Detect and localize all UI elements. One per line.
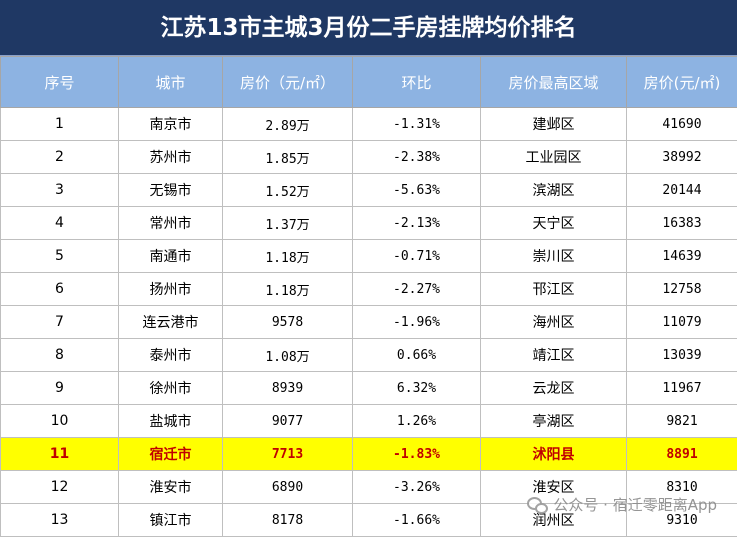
cell-top-price: 41690 xyxy=(627,108,737,141)
header-top-price: 房价(元/㎡) xyxy=(627,57,737,108)
cell-mom: 1.26% xyxy=(353,405,481,438)
cell-top-area: 滨湖区 xyxy=(481,174,627,207)
cell-mom: -5.63% xyxy=(353,174,481,207)
cell-city: 常州市 xyxy=(119,207,223,240)
wechat-icon xyxy=(527,497,547,513)
watermark: 公众号 · 宿迁零距离App xyxy=(527,494,717,515)
cell-city: 南通市 xyxy=(119,240,223,273)
cell-top-price: 11967 xyxy=(627,372,737,405)
cell-rank: 8 xyxy=(1,339,119,372)
cell-top-area: 工业园区 xyxy=(481,141,627,174)
cell-price: 1.18万 xyxy=(223,240,353,273)
cell-price: 9077 xyxy=(223,405,353,438)
cell-rank: 2 xyxy=(1,141,119,174)
cell-rank: 6 xyxy=(1,273,119,306)
cell-mom: -3.26% xyxy=(353,471,481,504)
cell-top-area: 沭阳县 xyxy=(481,438,627,471)
cell-city: 淮安市 xyxy=(119,471,223,504)
cell-price: 7713 xyxy=(223,438,353,471)
cell-price: 1.85万 xyxy=(223,141,353,174)
cell-price: 1.08万 xyxy=(223,339,353,372)
cell-rank: 7 xyxy=(1,306,119,339)
cell-rank: 13 xyxy=(1,504,119,537)
cell-mom: -1.31% xyxy=(353,108,481,141)
cell-top-area: 建邺区 xyxy=(481,108,627,141)
cell-city: 扬州市 xyxy=(119,273,223,306)
cell-mom: -1.66% xyxy=(353,504,481,537)
cell-top-area: 靖江区 xyxy=(481,339,627,372)
cell-city: 连云港市 xyxy=(119,306,223,339)
cell-price: 6890 xyxy=(223,471,353,504)
watermark-text: 公众号 · 宿迁零距离App xyxy=(553,494,717,515)
cell-price: 8939 xyxy=(223,372,353,405)
cell-top-price: 38992 xyxy=(627,141,737,174)
cell-price: 9578 xyxy=(223,306,353,339)
cell-top-price: 8891 xyxy=(627,438,737,471)
cell-mom: -2.27% xyxy=(353,273,481,306)
cell-price: 1.37万 xyxy=(223,207,353,240)
cell-rank: 4 xyxy=(1,207,119,240)
header-city: 城市 xyxy=(119,57,223,108)
cell-rank: 3 xyxy=(1,174,119,207)
cell-city: 盐城市 xyxy=(119,405,223,438)
cell-price: 8178 xyxy=(223,504,353,537)
cell-rank: 10 xyxy=(1,405,119,438)
cell-city: 泰州市 xyxy=(119,339,223,372)
cell-top-price: 11079 xyxy=(627,306,737,339)
cell-top-price: 12758 xyxy=(627,273,737,306)
header-price: 房价（元/㎡） xyxy=(223,57,353,108)
cell-rank: 1 xyxy=(1,108,119,141)
cell-mom: -2.13% xyxy=(353,207,481,240)
cell-mom: 6.32% xyxy=(353,372,481,405)
cell-city: 南京市 xyxy=(119,108,223,141)
cell-city: 镇江市 xyxy=(119,504,223,537)
cell-rank: 5 xyxy=(1,240,119,273)
header-top-area: 房价最高区域 xyxy=(481,57,627,108)
cell-city: 宿迁市 xyxy=(119,438,223,471)
cell-price: 1.18万 xyxy=(223,273,353,306)
cell-city: 苏州市 xyxy=(119,141,223,174)
header-mom: 环比 xyxy=(353,57,481,108)
cell-rank: 11 xyxy=(1,438,119,471)
cell-top-area: 亭湖区 xyxy=(481,405,627,438)
header-rank: 序号 xyxy=(1,57,119,108)
cell-top-area: 海州区 xyxy=(481,306,627,339)
cell-mom: 0.66% xyxy=(353,339,481,372)
cell-mom: -0.71% xyxy=(353,240,481,273)
cell-top-price: 16383 xyxy=(627,207,737,240)
cell-mom: -2.38% xyxy=(353,141,481,174)
cell-top-price: 13039 xyxy=(627,339,737,372)
cell-rank: 9 xyxy=(1,372,119,405)
cell-city: 无锡市 xyxy=(119,174,223,207)
header-row: 序号 城市 房价（元/㎡） 环比 房价最高区域 房价(元/㎡) xyxy=(1,57,737,108)
cell-mom: -1.96% xyxy=(353,306,481,339)
cell-top-area: 云龙区 xyxy=(481,372,627,405)
cell-top-price: 20144 xyxy=(627,174,737,207)
cell-price: 1.52万 xyxy=(223,174,353,207)
cell-top-area: 崇川区 xyxy=(481,240,627,273)
cell-mom: -1.83% xyxy=(353,438,481,471)
cell-city: 徐州市 xyxy=(119,372,223,405)
sheet-title: 江苏13市主城3月份二手房挂牌均价排名 xyxy=(0,0,737,56)
cell-top-area: 天宁区 xyxy=(481,207,627,240)
cell-price: 2.89万 xyxy=(223,108,353,141)
cell-top-area: 邗江区 xyxy=(481,273,627,306)
cell-top-price: 14639 xyxy=(627,240,737,273)
cell-rank: 12 xyxy=(1,471,119,504)
cell-top-price: 9821 xyxy=(627,405,737,438)
